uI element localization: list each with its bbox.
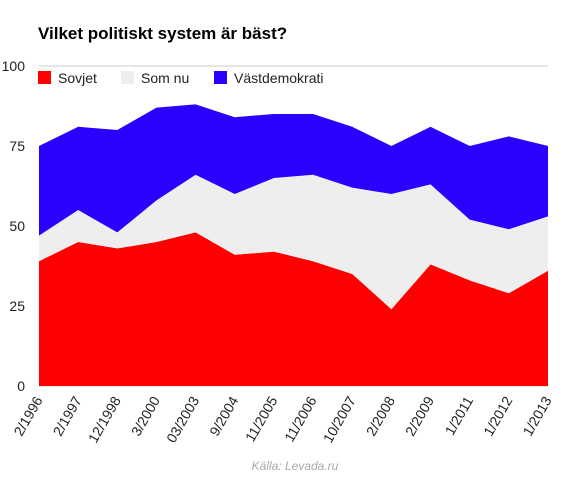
y-tick-label: 50: [9, 218, 25, 234]
x-tick-label: 11/2005: [242, 393, 281, 444]
x-tick-label: 11/2006: [281, 393, 320, 444]
x-tick-label: 2/2008: [363, 393, 398, 438]
x-tick-label: 1/2012: [480, 393, 515, 438]
y-tick-label: 100: [2, 58, 26, 74]
area-layer: [39, 104, 548, 386]
x-tick-label: 2/2009: [402, 393, 437, 438]
x-tick-label: 03/2003: [163, 393, 202, 445]
y-tick-label: 25: [9, 298, 25, 314]
x-tick-label: 10/2007: [320, 393, 359, 445]
area-som-nu: [39, 174, 548, 310]
legend-swatch: [121, 71, 134, 84]
x-tick-label: 2/1997: [49, 393, 84, 438]
area-sovjet: [39, 232, 548, 386]
x-tick-label: 9/2004: [206, 393, 241, 438]
legend-label: Som nu: [141, 70, 189, 86]
chart-source: Källa: Levada.ru: [252, 459, 339, 473]
y-tick-label: 0: [17, 378, 25, 394]
legend-swatch: [214, 71, 227, 84]
x-tick-label: 2/1996: [10, 393, 45, 438]
chart-title: Vilket politiskt system är bäst?: [38, 24, 287, 43]
legend-label: Västdemokrati: [234, 70, 323, 86]
area-v-stdemokrati: [39, 104, 548, 236]
x-tick-label: 12/1998: [85, 393, 124, 445]
x-tick-label: 3/2000: [128, 393, 163, 438]
y-tick-label: 75: [9, 138, 25, 154]
legend: Sovjet Som nu Västdemokrati: [38, 70, 323, 86]
legend-swatch: [38, 71, 51, 84]
x-tick-label: 1/2013: [519, 393, 554, 438]
legend-label: Sovjet: [58, 70, 97, 86]
x-tick-label: 1/2011: [442, 393, 477, 437]
